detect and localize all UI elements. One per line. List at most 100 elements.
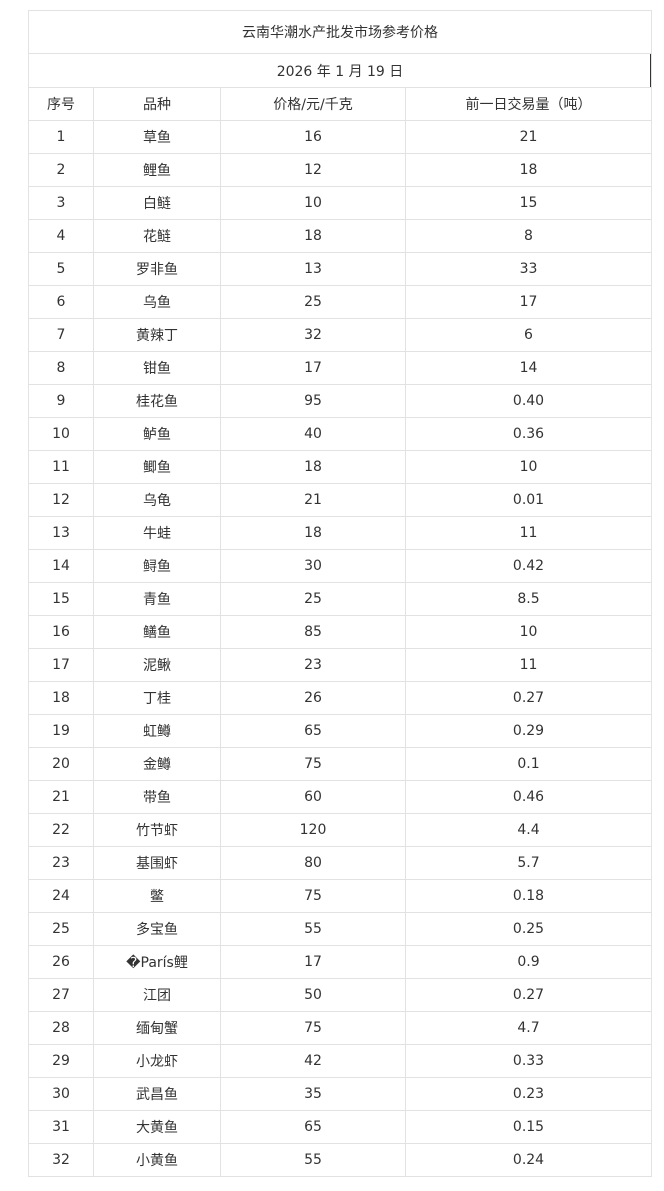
cell-index: 14	[28, 549, 94, 583]
cell-volume: 0.1	[405, 747, 652, 781]
table-row: 2 鲤鱼 12 18	[28, 153, 652, 187]
cell-price: 32	[220, 318, 406, 352]
table-row: 25 多宝鱼 55 0.25	[28, 912, 652, 946]
table-row: 20 金鳟 75 0.1	[28, 747, 652, 781]
cell-index: 4	[28, 219, 94, 253]
cell-index: 6	[28, 285, 94, 319]
cell-index: 21	[28, 780, 94, 814]
cell-volume: 14	[405, 351, 652, 385]
cell-variety: 小黄鱼	[93, 1143, 221, 1177]
cell-index: 20	[28, 747, 94, 781]
cell-volume: 8	[405, 219, 652, 253]
cell-volume: 10	[405, 450, 652, 484]
cell-variety: 乌龟	[93, 483, 221, 517]
cell-volume: 17	[405, 285, 652, 319]
cell-volume: 0.42	[405, 549, 652, 583]
cell-variety: 乌鱼	[93, 285, 221, 319]
table-row: 21 带鱼 60 0.46	[28, 780, 652, 814]
cell-index: 2	[28, 153, 94, 187]
table-row: 18 丁桂 26 0.27	[28, 681, 652, 715]
cell-index: 29	[28, 1044, 94, 1078]
cell-index: 24	[28, 879, 94, 913]
cell-variety: 竹节虾	[93, 813, 221, 847]
cell-price: 55	[220, 1143, 406, 1177]
header-variety: 品种	[93, 87, 221, 121]
table-row: 1 草鱼 16 21	[28, 120, 652, 154]
cell-variety: 牛蛙	[93, 516, 221, 550]
cell-index: 32	[28, 1143, 94, 1177]
cell-variety: 缅甸蟹	[93, 1011, 221, 1045]
cell-price: 26	[220, 681, 406, 715]
table-row: 9 桂花鱼 95 0.40	[28, 384, 652, 418]
cell-price: 65	[220, 714, 406, 748]
cell-variety: �París鲤	[93, 945, 221, 979]
cell-index: 23	[28, 846, 94, 880]
cell-price: 85	[220, 615, 406, 649]
cell-price: 30	[220, 549, 406, 583]
header-row: 序号 品种 价格/元/千克 前一日交易量（吨）	[28, 87, 652, 121]
header-volume: 前一日交易量（吨）	[405, 87, 652, 121]
table-row: 31 大黄鱼 65 0.15	[28, 1110, 652, 1144]
cell-index: 26	[28, 945, 94, 979]
cell-variety: 钳鱼	[93, 351, 221, 385]
table-row: 30 武昌鱼 35 0.23	[28, 1077, 652, 1111]
cell-volume: 0.01	[405, 483, 652, 517]
cell-price: 55	[220, 912, 406, 946]
cell-variety: 江团	[93, 978, 221, 1012]
table-row: 22 竹节虾 120 4.4	[28, 813, 652, 847]
table-row: 3 白鲢 10 15	[28, 186, 652, 220]
header-index: 序号	[28, 87, 94, 121]
table-row: 28 缅甸蟹 75 4.7	[28, 1011, 652, 1045]
cell-index: 12	[28, 483, 94, 517]
cell-index: 17	[28, 648, 94, 682]
cell-index: 3	[28, 186, 94, 220]
table-row: 17 泥鳅 23 11	[28, 648, 652, 682]
cell-price: 18	[220, 450, 406, 484]
table-row: 7 黄辣丁 32 6	[28, 318, 652, 352]
cell-volume: 21	[405, 120, 652, 154]
cell-index: 9	[28, 384, 94, 418]
cell-variety: 鲟鱼	[93, 549, 221, 583]
cell-volume: 11	[405, 648, 652, 682]
cell-volume: 0.27	[405, 978, 652, 1012]
table-row: 23 基围虾 80 5.7	[28, 846, 652, 880]
cell-price: 75	[220, 1011, 406, 1045]
cell-variety: 黄辣丁	[93, 318, 221, 352]
cell-index: 19	[28, 714, 94, 748]
cell-price: 21	[220, 483, 406, 517]
table-row: 24 鳖 75 0.18	[28, 879, 652, 913]
cell-index: 7	[28, 318, 94, 352]
table-row: 6 乌鱼 25 17	[28, 285, 652, 319]
cell-price: 13	[220, 252, 406, 286]
cell-price: 60	[220, 780, 406, 814]
cell-volume: 33	[405, 252, 652, 286]
table-row: 12 乌龟 21 0.01	[28, 483, 652, 517]
cell-variety: 武昌鱼	[93, 1077, 221, 1111]
cell-price: 17	[220, 351, 406, 385]
table-row: 19 虹鳟 65 0.29	[28, 714, 652, 748]
cell-volume: 0.33	[405, 1044, 652, 1078]
cell-price: 50	[220, 978, 406, 1012]
cell-volume: 6	[405, 318, 652, 352]
cell-volume: 4.7	[405, 1011, 652, 1045]
cell-variety: 带鱼	[93, 780, 221, 814]
cell-variety: 鳝鱼	[93, 615, 221, 649]
table-row: 32 小黄鱼 55 0.24	[28, 1143, 652, 1177]
cell-volume: 0.9	[405, 945, 652, 979]
cell-volume: 0.23	[405, 1077, 652, 1111]
cell-index: 25	[28, 912, 94, 946]
table-row: 11 鲫鱼 18 10	[28, 450, 652, 484]
cell-volume: 5.7	[405, 846, 652, 880]
cell-price: 17	[220, 945, 406, 979]
cell-price: 35	[220, 1077, 406, 1111]
table-row: 10 鲈鱼 40 0.36	[28, 417, 652, 451]
cell-variety: 大黄鱼	[93, 1110, 221, 1144]
cell-volume: 10	[405, 615, 652, 649]
cell-index: 27	[28, 978, 94, 1012]
cell-volume: 0.27	[405, 681, 652, 715]
cell-volume: 8.5	[405, 582, 652, 616]
cell-variety: 桂花鱼	[93, 384, 221, 418]
cell-variety: 草鱼	[93, 120, 221, 154]
cell-index: 11	[28, 450, 94, 484]
cell-variety: 泥鳅	[93, 648, 221, 682]
